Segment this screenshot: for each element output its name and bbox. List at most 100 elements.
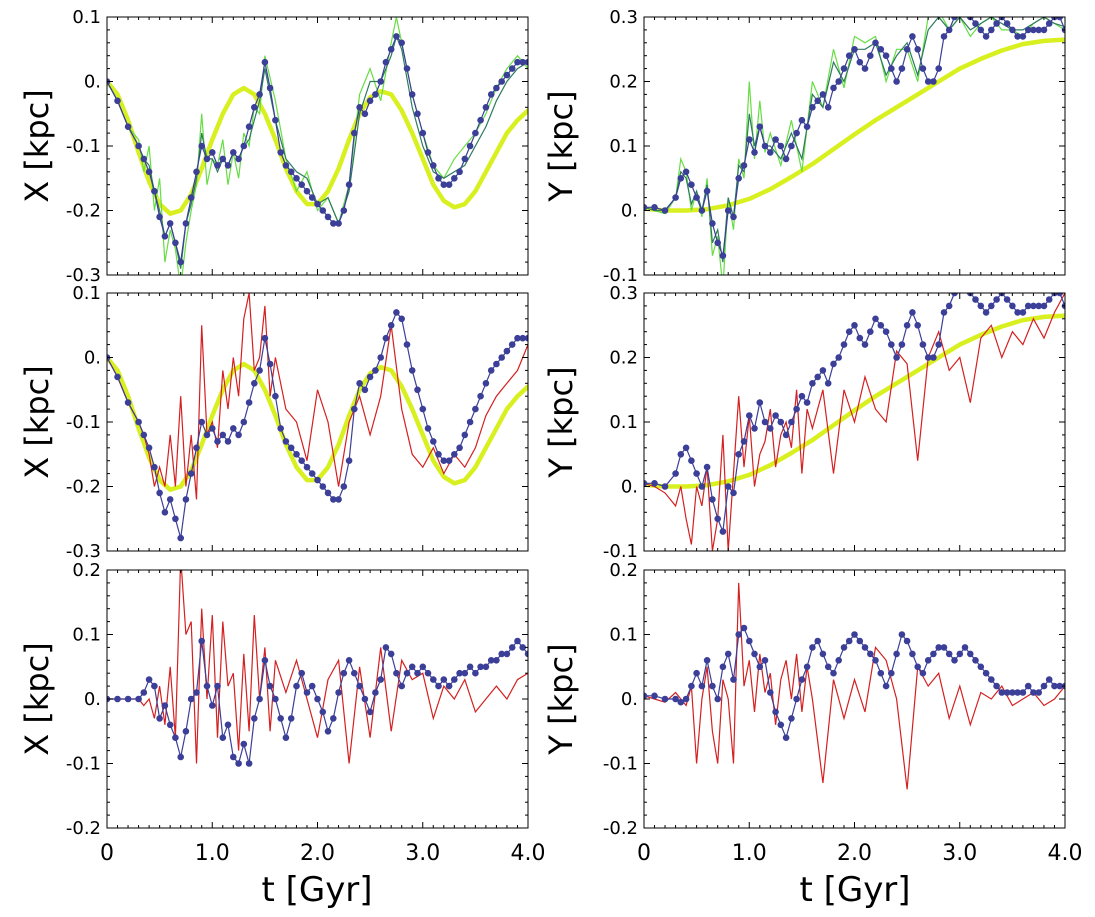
data-point [835,657,842,664]
data-point [1019,309,1027,316]
data-point [661,207,669,214]
data-point [767,149,774,156]
data-point [166,721,174,729]
data-point [209,702,216,709]
data-point [440,676,448,683]
data-point [345,181,353,188]
bottom-left-ytick-label: 0. [84,689,101,710]
data-point [1040,682,1048,690]
panel-bottom-right-xlabel: t [Gyr] [799,870,910,910]
data-point [319,708,327,716]
data-point [398,39,406,47]
data-point [293,682,300,690]
data-point [972,20,979,27]
data-point [840,644,848,651]
bottom-left-ytick-label: -0.1 [66,754,101,775]
data-point [445,682,453,690]
data-point [393,309,400,316]
data-point [898,65,906,72]
data-point [977,302,985,310]
data-point [872,39,879,47]
data-point [845,328,853,336]
data-point [840,65,848,72]
data-point [730,213,737,221]
data-point [514,637,521,645]
data-point [445,457,453,465]
data-point [135,142,142,150]
data-point [124,123,132,130]
panel-top-right-ylabel: Y [kpc] [542,90,580,202]
data-point [193,444,200,452]
data-point [993,20,1000,27]
data-point [124,695,132,703]
data-point [335,220,342,227]
data-point [282,162,290,169]
data-point [403,669,411,677]
data-point [740,438,748,445]
data-point [524,58,528,66]
data-point [788,418,795,426]
data-point [688,457,695,465]
data-point [709,220,716,227]
data-point [466,142,474,150]
data-point [408,91,416,98]
data-point [877,322,885,329]
data-point [508,644,516,651]
data-point [414,110,421,118]
data-point [356,380,363,387]
data-point [451,676,458,683]
data-point [835,354,842,361]
data-point [888,669,895,677]
data-point [972,657,979,664]
data-point [845,52,853,59]
data-point [898,341,906,348]
bottom-right-xtick-label: 3.0 [942,841,977,866]
data-point [198,637,205,645]
data-point [672,470,679,477]
data-point [203,431,211,439]
data-point [187,194,195,201]
middle-left-ytick-label: -0.3 [66,541,101,562]
data-point [982,33,990,40]
series-line-red-model [644,293,1065,551]
data-point [156,213,163,221]
data-point [419,405,427,413]
data-point [930,78,937,85]
data-point [287,715,295,722]
data-point [193,168,200,176]
series-actual [644,293,1065,535]
data-point [682,695,690,703]
data-point [498,78,506,85]
data-point [793,129,800,137]
series-line-red-model [644,582,1065,790]
data-point [466,663,474,671]
data-point [1030,302,1037,310]
data-point [903,46,911,53]
data-point [282,438,290,445]
data-point [819,367,827,374]
data-point [251,380,258,387]
bottom-left-ytick-label: 0.2 [72,560,101,581]
data-point [182,220,190,227]
data-point [503,347,511,355]
data-point [514,58,521,66]
data-point [888,65,895,72]
bottom-right-xtick-label: 4.0 [1048,841,1083,866]
panel-middle-right-plot [644,293,1065,551]
data-point [140,431,148,439]
data-point [1035,302,1042,310]
data-point [1014,33,1021,40]
data-point [277,715,285,722]
data-point [361,110,369,118]
data-point [814,637,821,645]
data-point [644,480,648,487]
top-right-ytick-label: 0.3 [609,7,638,28]
data-point [177,753,184,761]
data-point [998,689,1006,696]
data-point [1014,309,1021,316]
middle-right-ytick-label: 0.1 [609,412,638,433]
data-point [251,715,258,722]
bottom-left-xtick-label: 0 [100,841,114,866]
bottom-left-ytick-label: -0.2 [66,818,101,839]
